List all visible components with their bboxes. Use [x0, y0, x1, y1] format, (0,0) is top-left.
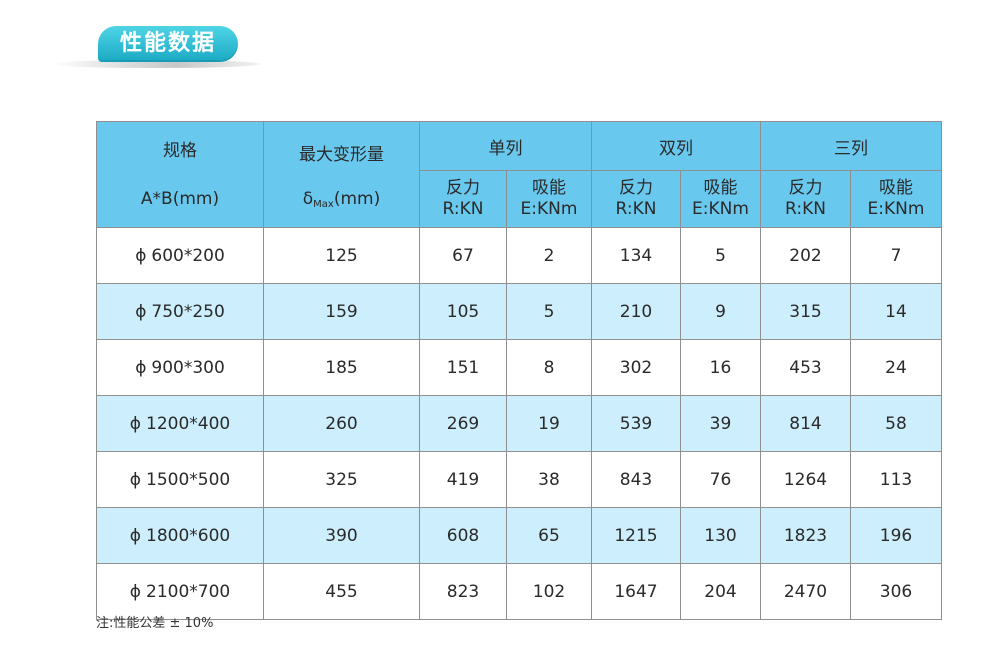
energy-cell: 76: [680, 451, 761, 508]
energy-cell: 7: [850, 227, 942, 284]
table-row: ϕ 1200*400 260 269 19 539 39 814 58: [96, 395, 942, 452]
force-cell: 151: [419, 339, 507, 396]
deformation-cell: 325: [263, 451, 420, 508]
force-cell: 1264: [760, 451, 851, 508]
force-cell: 134: [591, 227, 681, 284]
energy-cell: 39: [680, 395, 761, 452]
header-spec: 规格 A*B(mm): [96, 121, 264, 228]
section-title: 性能数据: [98, 26, 239, 62]
header-spec-label: 规格: [163, 140, 197, 161]
spec-cell: ϕ 1800*600: [96, 507, 264, 564]
table-row: ϕ 900*300 185 151 8 302 16 453 24: [96, 339, 942, 396]
force-cell: 814: [760, 395, 851, 452]
force-cell: 843: [591, 451, 681, 508]
energy-cell: 16: [680, 339, 761, 396]
spec-cell: ϕ 2100*700: [96, 563, 264, 620]
header-deformation: 最大变形量 δMax(mm): [263, 121, 420, 228]
header-group-single: 单列: [419, 121, 592, 171]
energy-cell: 65: [506, 507, 592, 564]
energy-cell: 196: [850, 507, 942, 564]
header-energy-1: 吸能 E:KNm: [506, 170, 592, 228]
force-cell: 608: [419, 507, 507, 564]
energy-cell: 102: [506, 563, 592, 620]
energy-cell: 113: [850, 451, 942, 508]
header-deformation-unit: δMax(mm): [302, 188, 381, 210]
spec-cell: ϕ 1500*500: [96, 451, 264, 508]
force-cell: 67: [419, 227, 507, 284]
force-cell: 1647: [591, 563, 681, 620]
header-deformation-label: 最大变形量: [299, 144, 384, 165]
table-row: ϕ 750*250 159 105 5 210 9 315 14: [96, 283, 942, 340]
energy-cell: 58: [850, 395, 942, 452]
force-cell: 105: [419, 283, 507, 340]
energy-cell: 306: [850, 563, 942, 620]
energy-cell: 14: [850, 283, 942, 340]
force-cell: 1823: [760, 507, 851, 564]
spec-cell: ϕ 600*200: [96, 227, 264, 284]
table-row: ϕ 2100*700 455 823 102 1647 204 2470 306: [96, 563, 942, 620]
force-cell: 539: [591, 395, 681, 452]
energy-cell: 5: [506, 283, 592, 340]
header-group-double: 双列: [591, 121, 761, 171]
energy-cell: 19: [506, 395, 592, 452]
header-force-2: 反力 R:KN: [591, 170, 681, 228]
force-cell: 302: [591, 339, 681, 396]
title-shadow: [50, 60, 260, 68]
force-cell: 453: [760, 339, 851, 396]
deformation-cell: 390: [263, 507, 420, 564]
header-energy-3: 吸能 E:KNm: [850, 170, 942, 228]
header-group-triple: 三列: [760, 121, 942, 171]
force-cell: 210: [591, 283, 681, 340]
energy-cell: 9: [680, 283, 761, 340]
energy-cell: 38: [506, 451, 592, 508]
force-cell: 269: [419, 395, 507, 452]
tolerance-note: 注:性能公差 ± 10%: [96, 616, 214, 631]
energy-cell: 24: [850, 339, 942, 396]
deformation-cell: 125: [263, 227, 420, 284]
header-force-3: 反力 R:KN: [760, 170, 851, 228]
force-cell: 823: [419, 563, 507, 620]
spec-cell: ϕ 1200*400: [96, 395, 264, 452]
deformation-cell: 260: [263, 395, 420, 452]
energy-cell: 130: [680, 507, 761, 564]
header-spec-unit: A*B(mm): [140, 188, 220, 209]
force-cell: 202: [760, 227, 851, 284]
table-row: ϕ 600*200 125 67 2 134 5 202 7: [96, 227, 942, 284]
section-title-badge: 性能数据: [40, 22, 280, 70]
spec-cell: ϕ 750*250: [96, 283, 264, 340]
deformation-cell: 185: [263, 339, 420, 396]
spec-cell: ϕ 900*300: [96, 339, 264, 396]
energy-cell: 8: [506, 339, 592, 396]
table-row: ϕ 1500*500 325 419 38 843 76 1264 113: [96, 451, 942, 508]
deformation-cell: 159: [263, 283, 420, 340]
header-energy-2: 吸能 E:KNm: [680, 170, 761, 228]
energy-cell: 204: [680, 563, 761, 620]
header-force-1: 反力 R:KN: [419, 170, 507, 228]
energy-cell: 5: [680, 227, 761, 284]
table-row: ϕ 1800*600 390 608 65 1215 130 1823 196: [96, 507, 942, 564]
performance-table: 规格 A*B(mm) 最大变形量 δMax(mm) 单列 双列 三列 反力 R:K…: [96, 121, 942, 620]
force-cell: 1215: [591, 507, 681, 564]
force-cell: 2470: [760, 563, 851, 620]
force-cell: 315: [760, 283, 851, 340]
deformation-cell: 455: [263, 563, 420, 620]
force-cell: 419: [419, 451, 507, 508]
energy-cell: 2: [506, 227, 592, 284]
